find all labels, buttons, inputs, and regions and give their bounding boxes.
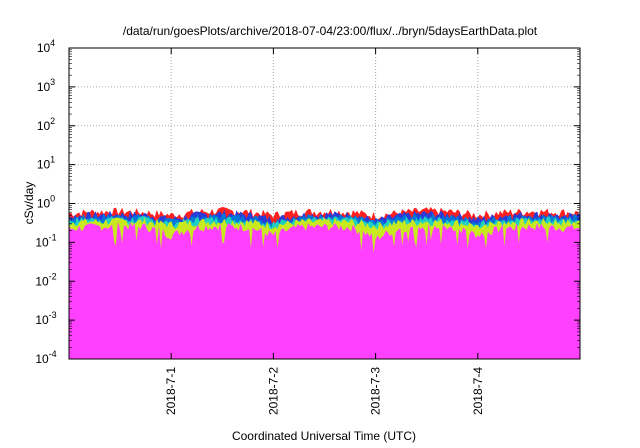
x-axis-label: Coordinated Universal Time (UTC) — [232, 429, 416, 443]
y-tick-label: 10-3 — [35, 310, 56, 327]
y-tick-label: 10-1 — [35, 232, 56, 249]
y-tick-label: 104 — [37, 38, 55, 55]
x-tick-label: 2018-7-2 — [266, 367, 280, 415]
y-tick-label: 101 — [37, 155, 55, 172]
series-area-5 — [68, 222, 581, 360]
y-axis-label: cSv/day — [22, 182, 36, 225]
x-tick-label: 2018-7-1 — [164, 367, 178, 415]
plot-frame — [68, 47, 581, 360]
chart-title: /data/run/goesPlots/archive/2018-07-04/2… — [123, 24, 538, 38]
x-tick-label: 2018-7-4 — [471, 367, 485, 415]
y-tick-label: 10-2 — [35, 271, 56, 288]
y-tick-label: 10-4 — [35, 349, 56, 366]
series-layer — [68, 206, 581, 360]
y-tick-label: 103 — [37, 77, 55, 94]
y-tick-label: 100 — [37, 194, 55, 211]
y-tick-label: 102 — [37, 116, 55, 133]
x-axis: 2018-7-1 2018-7-2 2018-7-3 2018-7-4 — [164, 48, 485, 415]
x-tick-label: 2018-7-3 — [369, 367, 383, 415]
